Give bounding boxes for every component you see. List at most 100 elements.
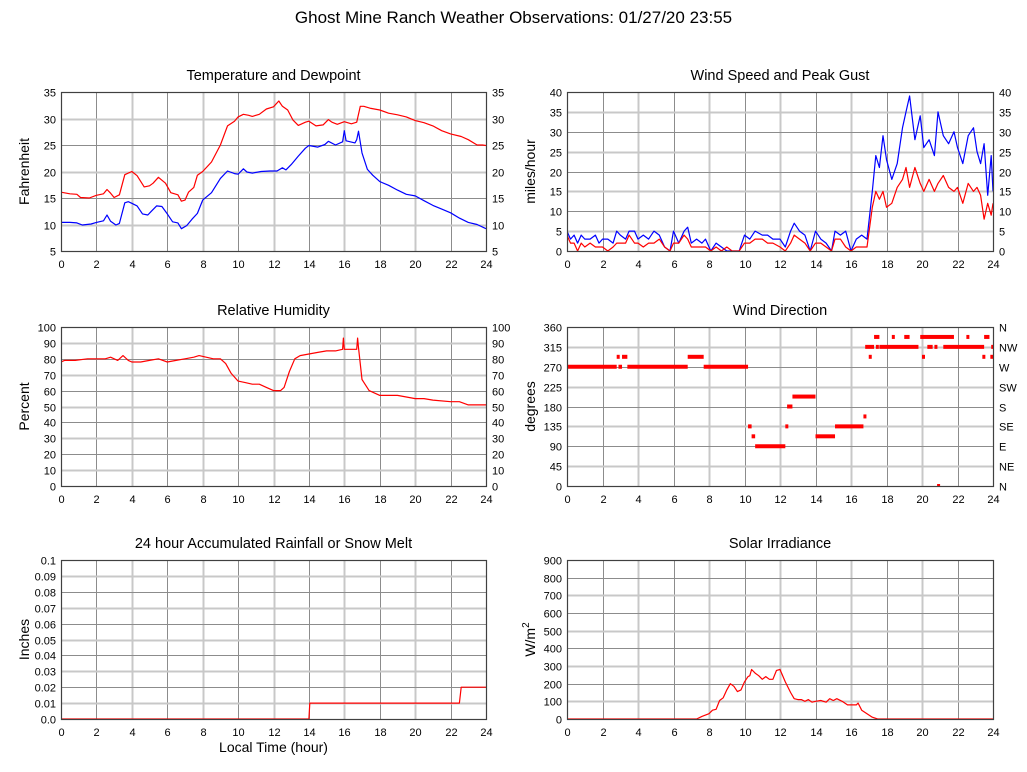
y-axis-label-text: Percent	[16, 382, 32, 430]
wind-direction-point	[616, 354, 620, 359]
wind-direction-point	[875, 344, 879, 349]
right-tick-label: N	[999, 323, 1007, 335]
wind-direction-point	[865, 344, 875, 349]
y-tick-label: 0	[50, 482, 56, 494]
right-tick-label: 50	[492, 403, 504, 415]
chart-title: Wind Direction	[733, 303, 827, 319]
y-tick-label: 35	[550, 108, 562, 120]
right-tick-label: E	[999, 442, 1006, 454]
x-tick-label: 10	[232, 727, 244, 739]
series-line-wind-speed	[567, 166, 993, 251]
right-tick-label: 35	[999, 108, 1011, 120]
x-tick-label: 24	[987, 727, 999, 739]
right-tick-label: 60	[492, 387, 504, 399]
x-tick-label: 14	[303, 494, 315, 506]
right-tick-label: 30	[492, 115, 504, 127]
x-tick-label: 10	[232, 259, 244, 271]
y-tick-label: 90	[44, 339, 56, 351]
y-tick-label: 40	[550, 88, 562, 100]
x-tick-label: 24	[987, 494, 999, 506]
page-title: Ghost Mine Ranch Weather Observations: 0…	[294, 8, 733, 27]
right-tick-label: 20	[999, 168, 1011, 180]
series-line-temperature	[61, 100, 486, 202]
y-tick-label: 800	[544, 574, 562, 586]
y-tick-label: 600	[544, 609, 562, 621]
x-tick-label: 6	[164, 259, 170, 271]
x-tick-label: 4	[129, 494, 135, 506]
right-tick-label: 0	[492, 482, 498, 494]
plot-frame	[60, 326, 488, 488]
y-tick-label: 200	[544, 680, 562, 692]
y-tick-label: 0.1	[41, 556, 56, 568]
right-tick-label: 70	[492, 371, 504, 383]
y-axis-label: Percent	[16, 382, 32, 430]
y-tick-label: 0.03	[35, 667, 56, 679]
y-tick-label: 35	[44, 88, 56, 100]
right-tick-label: 100	[492, 323, 510, 335]
x-tick-label: 24	[480, 259, 492, 271]
x-axis-label: Local Time (hour)	[219, 739, 328, 755]
x-tick-label: 8	[706, 494, 712, 506]
chart-title: 24 hour Accumulated Rainfall or Snow Mel…	[135, 536, 412, 552]
y-tick-label: 315	[544, 343, 562, 355]
series-line-dewpoint	[61, 130, 486, 230]
plot-frame	[566, 559, 995, 721]
plot-frame	[60, 559, 488, 721]
right-tick-label: 10	[492, 466, 504, 478]
right-tick-label: 5	[999, 227, 1005, 239]
x-tick-label: 18	[881, 494, 893, 506]
y-tick-label: 5	[556, 227, 562, 239]
x-tick-label: 2	[93, 259, 99, 271]
x-tick-label: 10	[739, 727, 751, 739]
y-tick-label: 25	[550, 148, 562, 160]
x-tick-label: 16	[845, 727, 857, 739]
y-axis-label-text: miles/hour	[522, 139, 538, 204]
y-tick-label: 700	[544, 591, 562, 603]
data-group	[61, 337, 486, 406]
series-line-relative-humidity	[61, 337, 486, 406]
x-tick-label: 6	[671, 259, 677, 271]
x-tick-label: 0	[564, 494, 570, 506]
chart-rain: 24 hour Accumulated Rainfall or Snow Mel…	[16, 536, 493, 755]
x-tick-label: 0	[58, 259, 64, 271]
right-tick-label: NE	[999, 462, 1014, 474]
data-group	[567, 95, 993, 251]
wind-direction-point	[943, 344, 985, 349]
wind-direction-point	[618, 364, 623, 369]
x-tick-label: 6	[671, 494, 677, 506]
right-tick-label: NW	[999, 343, 1018, 355]
x-tick-label: 20	[916, 727, 928, 739]
x-tick-label: 8	[200, 494, 206, 506]
y-tick-label: 10	[550, 207, 562, 219]
y-tick-label: 360	[544, 323, 562, 335]
y-tick-label: 10	[44, 221, 56, 233]
y-tick-label: 30	[44, 115, 56, 127]
x-tick-label: 16	[338, 259, 350, 271]
wind-direction-point	[934, 344, 938, 349]
wind-direction-point	[920, 334, 954, 339]
x-tick-label: 20	[916, 494, 928, 506]
x-tick-label: 22	[952, 494, 964, 506]
y-axis-label: miles/hour	[522, 139, 538, 204]
y-tick-label: 0.07	[35, 604, 56, 616]
y-tick-label: 20	[550, 168, 562, 180]
right-tick-label: 25	[999, 148, 1011, 160]
y-axis-label-text: degrees	[522, 381, 538, 432]
y-tick-label: 100	[38, 323, 56, 335]
y-tick-label: 0	[556, 482, 562, 494]
x-tick-label: 4	[635, 259, 641, 271]
y-axis-label: Fahrenheit	[16, 138, 32, 205]
x-tick-label: 18	[374, 494, 386, 506]
x-tick-label: 6	[164, 727, 170, 739]
y-tick-label: 0.05	[35, 636, 56, 648]
y-tick-label: 30	[550, 128, 562, 140]
x-tick-label: 4	[129, 727, 135, 739]
wind-direction-point	[567, 364, 617, 369]
x-tick-label: 2	[93, 727, 99, 739]
x-tick-label: 24	[987, 259, 999, 271]
x-tick-label: 8	[200, 259, 206, 271]
x-tick-label: 6	[671, 727, 677, 739]
x-tick-label: 10	[739, 494, 751, 506]
